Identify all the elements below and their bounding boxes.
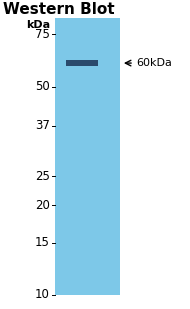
Text: 20: 20: [35, 199, 50, 212]
Text: 25: 25: [35, 170, 50, 183]
Text: kDa: kDa: [26, 20, 50, 30]
Bar: [66, 60, 98, 66]
Bar: [55, 18, 120, 295]
Text: 37: 37: [35, 119, 50, 132]
Text: 60kDa: 60kDa: [136, 58, 172, 68]
Text: 50: 50: [35, 80, 50, 93]
Text: 15: 15: [35, 236, 50, 249]
Text: 10: 10: [35, 289, 50, 302]
Text: Western Blot: Western Blot: [3, 2, 115, 17]
Text: 75: 75: [35, 28, 50, 41]
